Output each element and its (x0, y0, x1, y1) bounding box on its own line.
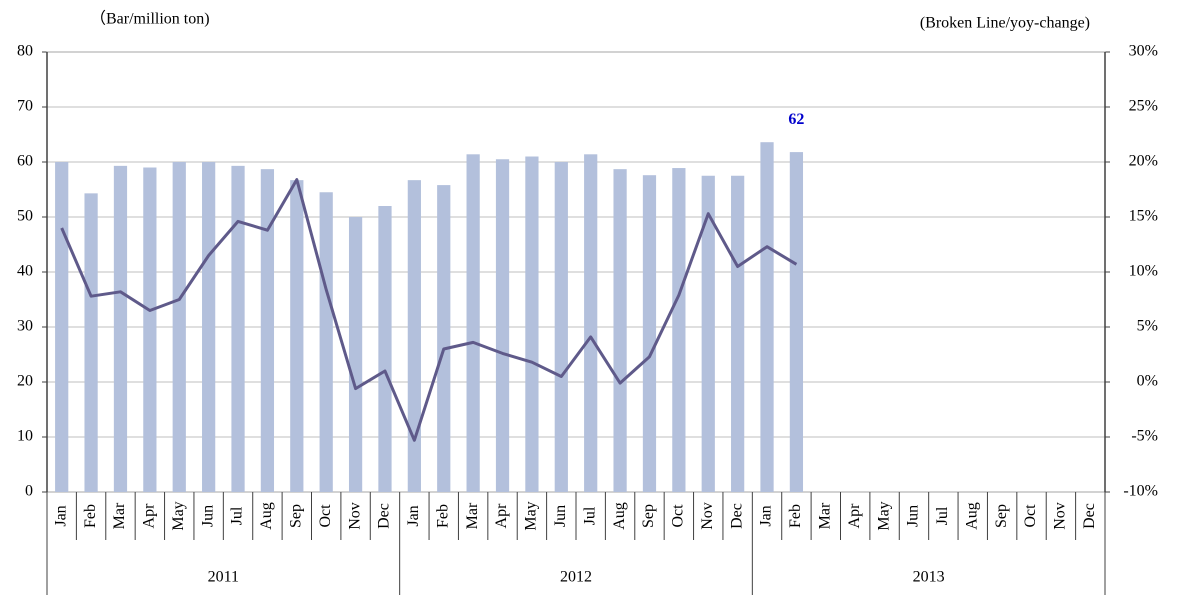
bar (172, 162, 186, 492)
bar (260, 169, 275, 492)
x-tick-label: May (170, 501, 187, 530)
y-tick-label: 20 (17, 373, 33, 390)
bar (231, 165, 245, 492)
y-axis-label: （Bar/million ton) (90, 10, 210, 28)
y-tick-label: 0 (25, 483, 33, 500)
bar (584, 154, 598, 493)
x-tick-label: Oct (317, 504, 334, 528)
y2-tick-label: 0% (1137, 373, 1158, 390)
x-tick-label: Apr (493, 503, 510, 529)
x-tick-label: Apr (846, 503, 863, 529)
x-tick-label: Dec (376, 503, 393, 529)
x-tick-label: Oct (670, 504, 687, 528)
x-tick-label: Jan (405, 505, 422, 526)
bar (672, 168, 686, 493)
x-tick-label: Feb (787, 504, 804, 528)
x-tick-label: Jul (581, 506, 598, 525)
x-tick-label: Feb (434, 504, 451, 528)
bar (701, 175, 715, 492)
bar (378, 206, 392, 492)
x-tick-label: Jan (758, 505, 775, 526)
x-tick-label: Jun (905, 505, 922, 527)
bar (642, 175, 657, 492)
x-tick-label: Jun (199, 505, 216, 527)
x-tick-label: Oct (1022, 504, 1039, 528)
bar (789, 152, 804, 492)
bar (202, 162, 216, 492)
bar (143, 167, 157, 492)
y2-tick-label: 25% (1129, 98, 1158, 115)
x-tick-label: Jun (552, 505, 569, 527)
line (60, 178, 798, 442)
bar (731, 175, 745, 492)
x-tick-label: Aug (963, 502, 980, 530)
group-label: 2011 (208, 569, 239, 586)
y-tick-label: 30 (17, 318, 33, 335)
bar (437, 185, 451, 492)
bar (55, 162, 69, 492)
group-label: 2012 (560, 569, 592, 586)
bar (84, 193, 98, 492)
y2-tick-label: 5% (1137, 318, 1158, 335)
x-tick-label: Dec (728, 503, 745, 529)
x-tick-label: Nov (699, 502, 716, 530)
x-tick-label: May (523, 501, 540, 530)
x-tick-label: May (875, 501, 892, 530)
y2-tick-label: -5% (1131, 428, 1158, 445)
x-tick-label: Sep (993, 504, 1010, 528)
y2-tick-label: 10% (1129, 263, 1158, 280)
y2-tick-label: 20% (1129, 153, 1158, 170)
value-label: 62 (788, 111, 804, 128)
x-tick-label: Apr (141, 503, 158, 529)
x-tick-label: Sep (640, 504, 657, 528)
x-tick-label: Sep (287, 504, 304, 528)
x-tick-label: Feb (82, 504, 99, 528)
y2-axis-label: (Broken Line/yoy-change) (920, 15, 1090, 32)
y2-tick-label: -10% (1123, 483, 1158, 500)
bar (319, 192, 333, 492)
x-tick-label: Nov (1052, 502, 1069, 530)
bar (407, 180, 421, 492)
bar (525, 156, 539, 492)
bar (290, 180, 304, 492)
bar (348, 217, 363, 492)
bar (554, 162, 568, 492)
x-tick-label: Mar (111, 502, 128, 529)
y-tick-label: 60 (17, 153, 33, 170)
x-tick-label: Aug (611, 502, 628, 530)
y-tick-label: 40 (17, 263, 33, 280)
group-label: 2013 (913, 569, 945, 586)
x-tick-label: Jul (229, 506, 246, 525)
x-tick-label: Mar (816, 502, 833, 529)
x-tick-label: Aug (258, 502, 275, 530)
y-tick-label: 70 (17, 98, 33, 115)
bar (113, 165, 128, 492)
x-tick-label: Nov (346, 502, 363, 530)
y-tick-label: 50 (17, 208, 33, 225)
bar (760, 142, 774, 492)
bar (613, 169, 627, 492)
x-tick-label: Jul (934, 506, 951, 525)
bar (495, 159, 510, 492)
bar (466, 154, 480, 493)
y2-tick-label: 15% (1129, 208, 1158, 225)
y-tick-label: 80 (17, 43, 33, 60)
y-tick-label: 10 (17, 428, 33, 445)
x-tick-label: Dec (1081, 503, 1098, 529)
x-tick-label: Mar (464, 502, 481, 529)
y2-tick-label: 30% (1129, 43, 1158, 60)
x-tick-label: Jan (52, 505, 69, 526)
